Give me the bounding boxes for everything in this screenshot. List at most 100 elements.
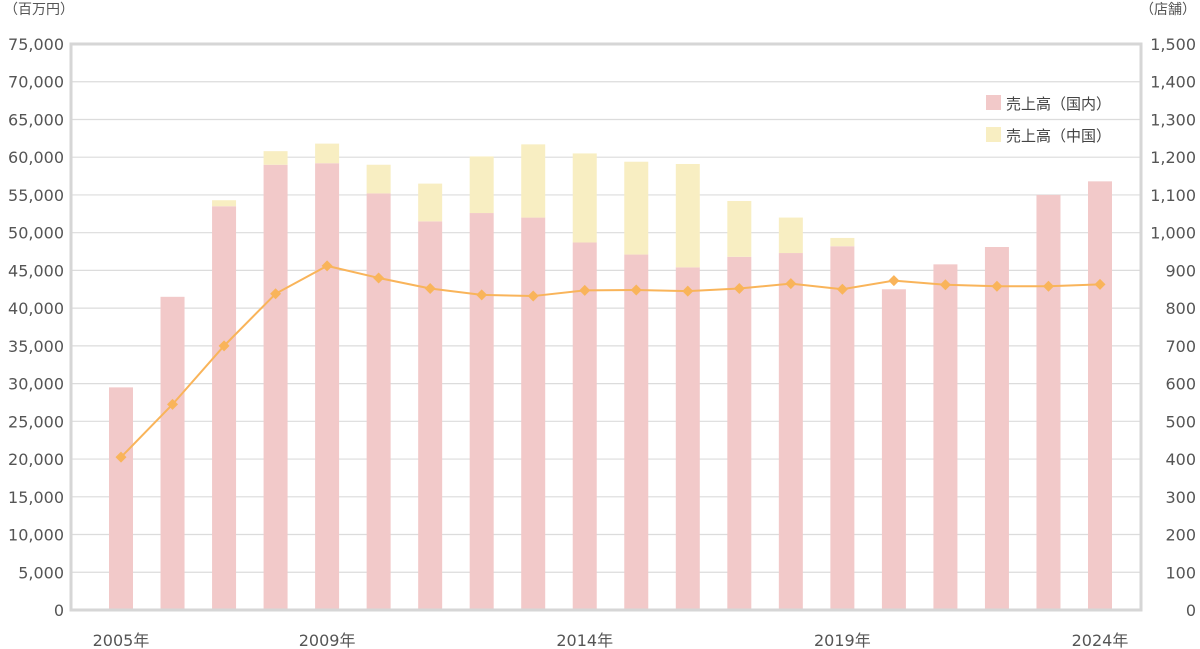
bar-domestic-sales bbox=[1088, 181, 1112, 610]
store-count-point bbox=[167, 398, 179, 410]
plot-area bbox=[71, 44, 1141, 610]
left-axis-tick-label: 5,000 bbox=[18, 563, 64, 582]
store-count-point bbox=[373, 272, 385, 284]
bar-domestic-sales bbox=[830, 246, 855, 610]
legend-swatch-china bbox=[986, 127, 1001, 142]
grid-lines bbox=[71, 43, 1141, 611]
right-axis-unit-label: （店舗） bbox=[1140, 2, 1196, 18]
bar-domestic-sales bbox=[109, 387, 133, 610]
store-count-point bbox=[630, 284, 642, 296]
bar-domestic-sales bbox=[263, 164, 288, 610]
left-axis-tick-label: 0 bbox=[54, 601, 64, 620]
left-axis-tick-label: 55,000 bbox=[8, 186, 64, 205]
x-axis-tick-label: 2005年 bbox=[93, 631, 150, 649]
x-axis-tick-label: 2014年 bbox=[556, 631, 613, 649]
store-count-point bbox=[991, 280, 1003, 292]
store-count-point bbox=[476, 289, 488, 301]
bar-domestic-sales bbox=[521, 217, 546, 610]
left-axis-tick-label: 10,000 bbox=[8, 526, 64, 545]
bar-china-sales bbox=[315, 143, 340, 164]
bar-domestic-sales bbox=[315, 163, 340, 610]
right-axis-tick-label: 600 bbox=[1165, 375, 1196, 394]
left-axis-tick-label: 15,000 bbox=[8, 488, 64, 507]
bar-domestic-sales bbox=[624, 254, 649, 610]
bar-domestic-sales bbox=[1036, 194, 1061, 610]
bar-domestic-sales bbox=[572, 242, 597, 610]
left-axis-tick-label: 40,000 bbox=[8, 299, 64, 318]
right-axis-tick-label: 200 bbox=[1165, 526, 1196, 545]
plot-frame bbox=[69, 42, 1143, 612]
left-axis-tick-label: 25,000 bbox=[8, 412, 64, 431]
right-axis-tick-label: 700 bbox=[1165, 337, 1196, 356]
bar-domestic-sales bbox=[881, 289, 906, 610]
right-axis-tick-label: 900 bbox=[1165, 261, 1196, 280]
bar-domestic-sales bbox=[778, 253, 803, 610]
bar-domestic-sales bbox=[418, 221, 443, 610]
legend-label-china: 売上高（中国） bbox=[1006, 127, 1111, 145]
store-count-point bbox=[1042, 280, 1054, 292]
bar-china-sales bbox=[778, 217, 803, 254]
right-axis-tick-label: 1,200 bbox=[1150, 148, 1196, 167]
left-axis-tick-label: 60,000 bbox=[8, 148, 64, 167]
bar-china-sales bbox=[830, 237, 855, 247]
bar-domestic-sales bbox=[160, 296, 185, 610]
store-count-point bbox=[527, 290, 539, 302]
left-axis-tick-label: 70,000 bbox=[8, 73, 64, 92]
legend-swatch-domestic bbox=[986, 95, 1001, 110]
left-axis-tick-label: 65,000 bbox=[8, 110, 64, 129]
store-count-point bbox=[836, 283, 848, 295]
right-axis-tick-label: 1,300 bbox=[1150, 110, 1196, 129]
left-axis-tick-label: 45,000 bbox=[8, 261, 64, 280]
right-axis-tick-label: 1,100 bbox=[1150, 186, 1196, 205]
x-axis-tick-label: 2024年 bbox=[1072, 631, 1129, 649]
store-count-point bbox=[424, 283, 436, 295]
legend: 売上高（国内） 売上高（中国） bbox=[986, 95, 1111, 145]
store-count-point bbox=[218, 340, 230, 352]
bar-domestic-sales bbox=[727, 256, 752, 610]
store-count-point bbox=[321, 260, 333, 272]
bar-china-sales bbox=[572, 153, 597, 243]
right-axis-tick-label: 1,400 bbox=[1150, 73, 1196, 92]
left-axis-tick-label: 20,000 bbox=[8, 450, 64, 469]
right-axis-tick-label: 100 bbox=[1165, 563, 1196, 582]
left-axis-tick-label: 30,000 bbox=[8, 375, 64, 394]
bar-domestic-sales bbox=[469, 213, 494, 610]
bar-china-sales bbox=[624, 161, 649, 255]
right-axis-tick-label: 400 bbox=[1165, 450, 1196, 469]
bar-domestic-sales bbox=[675, 267, 700, 610]
bar-china-sales bbox=[263, 151, 288, 165]
right-axis-tick-label: 500 bbox=[1165, 412, 1196, 431]
store-count-line-layer bbox=[115, 260, 1106, 463]
bar-domestic-sales bbox=[984, 247, 1009, 610]
left-axis-tick-label: 75,000 bbox=[8, 35, 64, 54]
right-axis-tick-label: 300 bbox=[1165, 488, 1196, 507]
store-count-point bbox=[733, 283, 745, 295]
bar-china-sales bbox=[418, 183, 443, 222]
x-axis-tick-label: 2019年 bbox=[814, 631, 871, 649]
store-count-point bbox=[579, 284, 591, 296]
store-count-point bbox=[115, 451, 127, 463]
store-count-point bbox=[888, 275, 900, 287]
right-axis-tick-label: 1,000 bbox=[1150, 224, 1196, 243]
left-axis-tick-label: 50,000 bbox=[8, 224, 64, 243]
x-axis-tick-label: 2009年 bbox=[299, 631, 356, 649]
store-count-line bbox=[120, 264, 1101, 458]
store-count-point bbox=[1094, 278, 1106, 290]
bar-domestic-sales bbox=[366, 193, 391, 610]
right-axis-tick-label: 800 bbox=[1165, 299, 1196, 318]
left-axis-unit-label: （百万円） bbox=[4, 2, 74, 18]
bar-domestic-sales bbox=[933, 264, 958, 610]
bar-china-sales bbox=[675, 163, 700, 268]
bar-china-sales bbox=[212, 200, 237, 207]
store-count-point bbox=[939, 279, 951, 291]
store-count-point bbox=[785, 278, 797, 290]
bar-china-sales bbox=[521, 144, 546, 218]
store-count-point bbox=[270, 288, 282, 300]
right-axis-tick-label: 1,500 bbox=[1150, 35, 1196, 54]
bar-china-sales bbox=[469, 156, 494, 214]
right-axis-tick-label: 0 bbox=[1186, 601, 1196, 620]
bar-domestic-sales bbox=[212, 206, 237, 610]
legend-label-domestic: 売上高（国内） bbox=[1006, 95, 1111, 113]
